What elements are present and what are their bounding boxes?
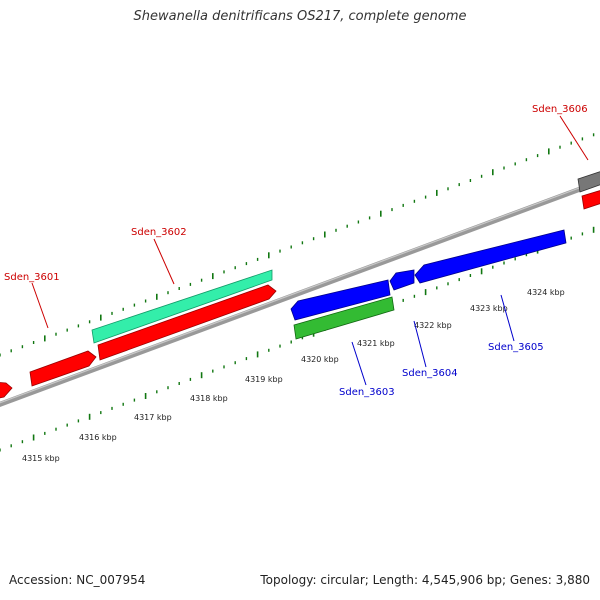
scale-label: 4322 kbp — [414, 321, 452, 330]
gene-3605-arrow[interactable] — [414, 229, 567, 284]
leader-line-3601 — [31, 282, 49, 329]
scale-label: 4321 kbp — [357, 339, 395, 348]
leader-line-3603 — [351, 341, 367, 386]
gene-3604-arrow[interactable] — [389, 269, 415, 291]
scale-label: 4315 kbp — [22, 454, 60, 463]
gene-3600-arrow[interactable] — [0, 382, 13, 399]
map-title: Shewanella denitrificans OS217, complete… — [133, 9, 467, 24]
scale-label: 4324 kbp — [527, 288, 565, 297]
accession-text: Accession: NC_007954 — [9, 573, 146, 587]
scale-label: 4323 kbp — [470, 304, 508, 313]
genome-backbone — [0, 179, 600, 407]
gene-label-3601[interactable]: Sden_3601 — [4, 272, 60, 283]
genome-summary-text: Topology: circular; Length: 4,545,906 bp… — [260, 573, 590, 587]
scale-label: 4319 kbp — [245, 375, 283, 384]
genome-backbone-highlight — [0, 179, 600, 404]
gene-label-3602[interactable]: Sden_3602 — [131, 227, 187, 238]
tick-marks — [0, 133, 595, 452]
gene-3607-arrow[interactable] — [581, 189, 600, 210]
gene-3601-arrow[interactable] — [29, 350, 97, 387]
scale-label: 4318 kbp — [190, 394, 228, 403]
gene-label-3606[interactable]: Sden_3606 — [532, 104, 588, 115]
scale-label: 4317 kbp — [134, 413, 172, 422]
leader-line-3602 — [153, 238, 175, 285]
leader-line-3604 — [413, 320, 427, 368]
scale-label: 4316 kbp — [79, 433, 117, 442]
gene-3603-rna-arrow[interactable] — [293, 296, 395, 340]
gene-3606-grey-arrow[interactable] — [577, 170, 600, 193]
scale-label: 4320 kbp — [301, 355, 339, 364]
gene-3602a-arrow[interactable] — [97, 284, 277, 361]
leader-line-3606 — [559, 115, 589, 161]
gene-label-3603[interactable]: Sden_3603 — [339, 387, 395, 398]
gene-3603-arrow[interactable] — [290, 279, 391, 321]
gene-3602-rna-arrow[interactable] — [91, 269, 273, 344]
gene-label-3604[interactable]: Sden_3604 — [402, 368, 458, 379]
gene-label-3605[interactable]: Sden_3605 — [488, 342, 544, 353]
leader-line-3605 — [500, 294, 515, 342]
